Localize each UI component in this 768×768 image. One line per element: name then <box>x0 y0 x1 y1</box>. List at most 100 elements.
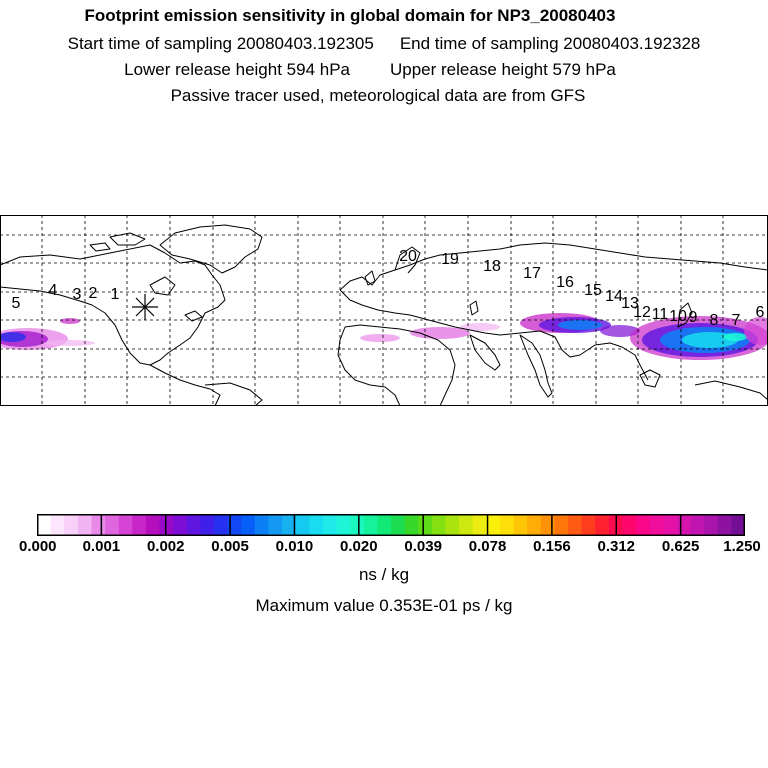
sampling-time-line: Start time of sampling 20080403.192305 En… <box>0 34 768 54</box>
receptor-label-18: 18 <box>483 258 501 275</box>
color-swatch <box>227 514 242 536</box>
color-swatch <box>268 514 283 536</box>
receptor-label-19: 19 <box>441 251 459 268</box>
receptor-label-20: 20 <box>399 248 417 265</box>
lower-height-label: Lower release height 594 hPa <box>124 60 350 79</box>
color-swatch <box>105 514 120 536</box>
color-swatch <box>649 514 664 536</box>
receptor-label-5: 5 <box>12 295 21 312</box>
receptor-label-4: 4 <box>49 282 58 299</box>
receptor-label-7: 7 <box>732 312 741 329</box>
receptor-label-9: 9 <box>689 309 698 326</box>
tracer-info: Passive tracer used, meteorological data… <box>170 86 586 105</box>
color-swatch <box>540 514 555 536</box>
receptor-label-13: 13 <box>621 295 639 312</box>
color-swatch <box>513 514 528 536</box>
color-swatch <box>322 514 338 536</box>
graticule <box>0 215 768 406</box>
color-swatch <box>622 514 637 536</box>
color-swatch <box>377 514 392 536</box>
color-swatch <box>295 514 310 536</box>
scale-tick-label: 0.020 <box>340 538 378 555</box>
color-swatch <box>636 514 651 536</box>
receptor-label-2: 2 <box>89 285 98 302</box>
receptor-label-14: 14 <box>605 288 623 305</box>
color-swatch <box>214 514 229 536</box>
color-swatch <box>159 514 174 536</box>
color-swatch <box>363 514 378 536</box>
color-swatch <box>336 514 351 536</box>
color-swatch <box>676 514 692 536</box>
color-swatch <box>418 514 433 536</box>
color-swatch <box>554 514 569 536</box>
color-swatch <box>472 514 487 536</box>
receptor-label-16: 16 <box>556 274 574 291</box>
color-swatch <box>145 514 161 536</box>
receptor-label-15: 15 <box>584 282 602 299</box>
release-location-star <box>132 294 158 320</box>
scale-tick-label: 0.001 <box>82 538 121 555</box>
scale-border <box>37 514 745 536</box>
start-time-label: Start time of sampling 20080403.192305 <box>67 34 374 53</box>
receptor-label-11: 11 <box>652 306 669 323</box>
end-time-label: End time of sampling 20080403.192328 <box>399 34 701 53</box>
color-swatch <box>731 514 745 536</box>
color-swatch <box>173 514 188 536</box>
color-swatch <box>717 514 732 536</box>
figure-title: Footprint emission sensitivity in global… <box>84 6 616 25</box>
color-swatch <box>186 514 201 536</box>
color-swatch <box>581 514 596 536</box>
color-swatch <box>595 514 610 536</box>
color-swatch <box>445 514 460 536</box>
color-swatch <box>704 514 719 536</box>
color-swatch <box>241 514 256 536</box>
scale-tick-label: 0.039 <box>404 538 442 555</box>
receptor-label-17: 17 <box>523 265 541 282</box>
color-swatch <box>350 514 365 536</box>
receptor-label-6: 6 <box>756 304 765 321</box>
scale-tick-label: 0.078 <box>468 538 507 555</box>
receptor-label-12: 12 <box>633 304 651 321</box>
color-swatch <box>690 514 705 536</box>
scale-tick-label: 0.010 <box>275 538 314 555</box>
scale-tick-label: 0.625 <box>661 538 700 555</box>
scale-tick-label: 0.002 <box>146 538 185 555</box>
color-swatch <box>568 514 583 536</box>
color-swatch <box>37 514 52 536</box>
color-swatch <box>404 514 419 536</box>
receptor-label-8: 8 <box>710 312 719 329</box>
coastlines <box>0 224 768 406</box>
color-swatch <box>200 514 215 536</box>
color-swatch <box>486 514 501 536</box>
color-scale-bar <box>37 514 745 536</box>
release-height-line: Lower release height 594 hPa Upper releas… <box>0 60 754 80</box>
color-swatch <box>91 514 106 536</box>
color-swatch <box>391 514 406 536</box>
color-swatch <box>282 514 297 536</box>
color-swatch <box>527 514 542 536</box>
receptor-label-1: 1 <box>111 286 120 303</box>
color-swatch <box>254 514 270 536</box>
scale-tick-label: 1.250 <box>723 538 761 555</box>
receptor-label-3: 3 <box>73 286 82 303</box>
color-swatch <box>77 514 93 536</box>
scale-tick-label: 0.005 <box>211 538 249 555</box>
scale-tick-label: 0.156 <box>533 538 571 555</box>
receptor-label-10: 10 <box>669 308 687 325</box>
upper-height-label: Upper release height 579 hPa <box>390 60 616 79</box>
maximum-value-label: Maximum value 0.353E-01 ps / kg <box>255 596 513 615</box>
units-label: ns / kg <box>358 565 410 584</box>
color-swatch <box>499 514 515 536</box>
color-swatch <box>50 514 65 536</box>
color-swatch <box>431 514 447 536</box>
color-swatch <box>459 514 474 536</box>
color-swatch <box>132 514 147 536</box>
color-swatch <box>663 514 678 536</box>
color-swatch <box>64 514 79 536</box>
scale-tick-label: 0.000 <box>18 538 57 555</box>
scale-tick-label: 0.312 <box>597 538 636 555</box>
color-swatch <box>118 514 133 536</box>
color-swatch <box>309 514 324 536</box>
